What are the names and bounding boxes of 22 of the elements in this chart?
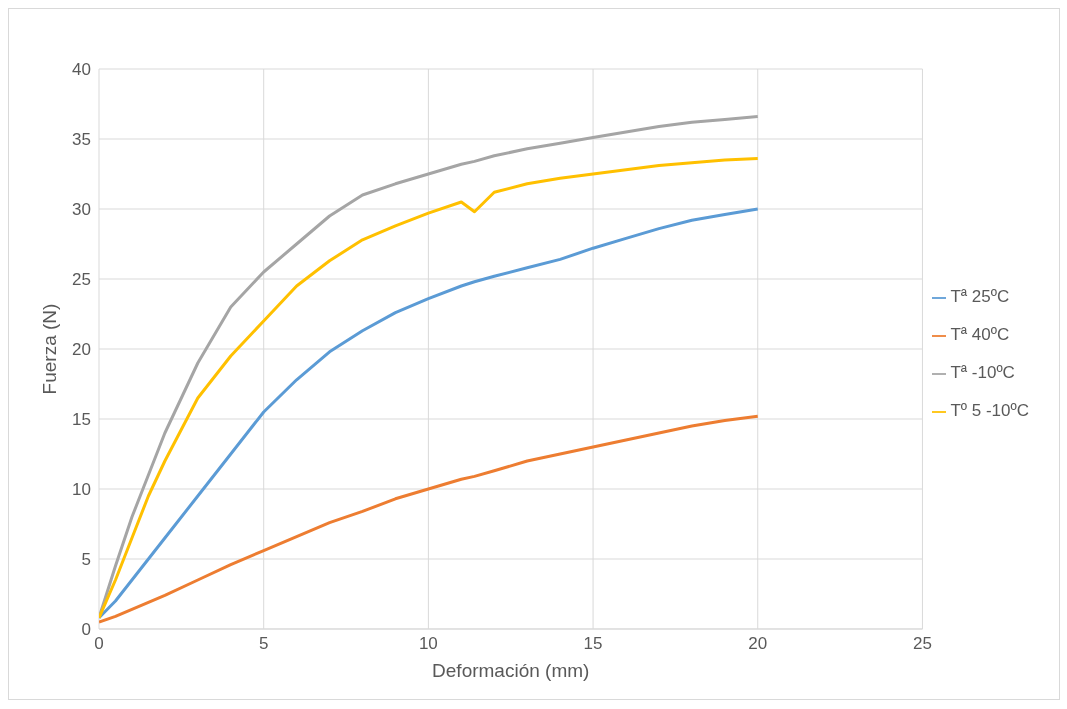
x-tick-label: 5 [258, 634, 269, 654]
y-tick-label: 25 [72, 270, 91, 290]
y-tick-label: 35 [72, 130, 91, 150]
x-tick-label: 10 [418, 634, 438, 654]
y-axis-title: Fuerza (N) [38, 303, 60, 395]
x-tick-label: 25 [912, 634, 932, 654]
y-tick-label: 30 [72, 200, 91, 220]
y-tick-label: 5 [81, 550, 91, 570]
legend-label: Tº 5 -10ºC [950, 401, 1029, 420]
x-tick-label: 15 [583, 634, 603, 654]
y-tick-label: 15 [72, 410, 91, 430]
legend-label: Tª -10ºC [950, 363, 1015, 382]
line-series [99, 414, 760, 624]
legend-label: Tª 25ºC [950, 287, 1010, 306]
y-tick-label: 20 [72, 340, 91, 360]
x-tick-label: 0 [94, 634, 104, 654]
y-tick-label: 40 [72, 60, 91, 80]
x-tick-label: 20 [748, 634, 768, 654]
y-tick-label: 0 [81, 620, 91, 640]
legend-label: Tª 40ºC [950, 325, 1010, 344]
y-tick-label: 10 [72, 480, 91, 500]
x-axis-title: Deformación (mm) [432, 660, 590, 681]
